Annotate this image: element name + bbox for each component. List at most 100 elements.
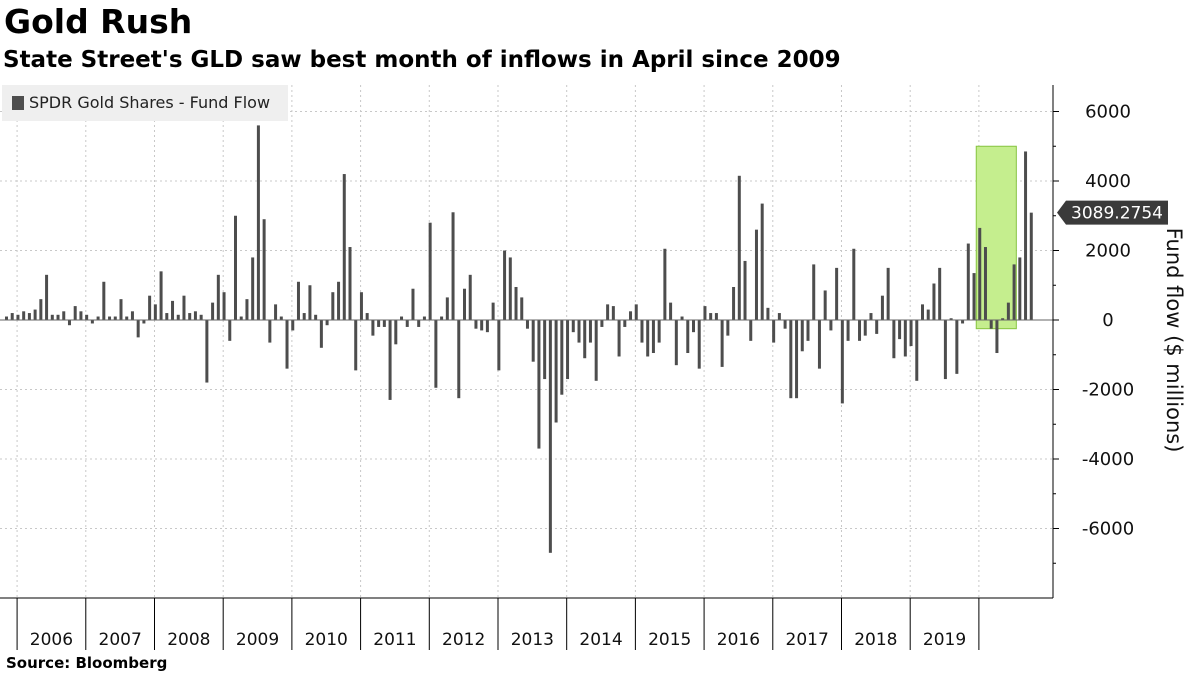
bar xyxy=(45,274,49,320)
bar xyxy=(176,314,180,320)
bar xyxy=(337,281,341,320)
y-tick-label: 6000 xyxy=(1085,102,1131,123)
bar xyxy=(903,320,907,357)
bar xyxy=(692,320,695,333)
bar xyxy=(417,320,421,327)
bar xyxy=(182,295,186,320)
bar xyxy=(451,212,455,320)
bar xyxy=(531,320,535,362)
bar xyxy=(108,316,112,320)
bar xyxy=(199,314,203,320)
bar xyxy=(274,304,278,320)
bar xyxy=(445,297,449,320)
bar xyxy=(1029,212,1033,320)
bar xyxy=(760,203,764,320)
bar xyxy=(571,320,575,333)
y-tick-label: -4000 xyxy=(1082,449,1134,470)
y-axis-title: Fund flow ($ millions) xyxy=(1162,228,1186,453)
bar xyxy=(251,257,255,320)
y-tick-label: -2000 xyxy=(1082,380,1134,401)
bar xyxy=(863,320,867,336)
bar xyxy=(211,302,215,320)
bar xyxy=(1018,257,1022,320)
bar xyxy=(348,247,352,320)
bar xyxy=(463,288,466,320)
bar xyxy=(983,247,987,320)
highlight-region xyxy=(975,145,1017,330)
bar xyxy=(27,313,31,320)
bar xyxy=(915,320,919,381)
bar xyxy=(422,316,426,320)
bar xyxy=(73,306,77,320)
callout-label: 3089.2754 xyxy=(1071,204,1163,224)
bar xyxy=(566,320,570,380)
bar xyxy=(875,320,879,334)
bar xyxy=(823,290,827,320)
bar xyxy=(480,320,484,331)
x-tick-label: 2007 xyxy=(99,630,142,650)
bar xyxy=(314,314,318,320)
bar xyxy=(806,320,810,341)
bar xyxy=(1001,318,1005,320)
x-tick-label: 2017 xyxy=(786,630,829,650)
bar xyxy=(188,313,192,320)
bar xyxy=(440,316,444,320)
bar xyxy=(858,320,862,341)
bar xyxy=(600,320,604,327)
bar xyxy=(1012,264,1016,320)
bar xyxy=(228,320,232,341)
chart-title: Gold Rush xyxy=(4,2,193,41)
x-tick-label: 2011 xyxy=(373,630,416,650)
bar xyxy=(388,320,392,400)
bar xyxy=(537,320,541,449)
bar xyxy=(39,299,43,320)
bar xyxy=(325,320,329,326)
bar xyxy=(594,320,598,381)
bar xyxy=(789,320,793,399)
value-callout: 3089.2754 xyxy=(1057,200,1168,225)
bar xyxy=(216,274,220,320)
bar xyxy=(142,320,146,324)
bar xyxy=(90,320,94,324)
x-tick-label: 2010 xyxy=(305,630,348,650)
x-tick-label: 2015 xyxy=(648,630,691,650)
bar xyxy=(646,320,650,357)
bar xyxy=(737,175,741,320)
bar xyxy=(508,257,512,320)
bar xyxy=(525,320,529,329)
bar xyxy=(880,295,884,320)
bar xyxy=(234,215,237,320)
bar xyxy=(245,299,249,320)
bar xyxy=(79,311,83,320)
bar xyxy=(943,320,947,380)
bar xyxy=(262,219,266,320)
callout-bg xyxy=(1057,200,1168,225)
highlight-box xyxy=(975,145,1017,330)
bar xyxy=(978,227,982,320)
x-tick-label: 2013 xyxy=(511,630,554,650)
bar xyxy=(766,307,770,320)
chart-subtitle: State Street's GLD saw best month of inf… xyxy=(3,47,841,73)
bar xyxy=(921,304,924,320)
bar xyxy=(331,292,335,320)
bar xyxy=(657,320,661,343)
bar xyxy=(514,286,518,320)
x-tick-label: 2019 xyxy=(923,630,966,650)
bar xyxy=(651,320,655,354)
bar xyxy=(491,302,495,320)
bar xyxy=(359,292,363,320)
bar xyxy=(302,313,306,320)
bar xyxy=(634,304,638,320)
bar xyxy=(520,297,524,320)
bar xyxy=(377,320,381,327)
bar xyxy=(800,320,804,352)
bar xyxy=(171,300,175,320)
bar xyxy=(474,320,478,329)
bar xyxy=(663,248,667,320)
bar xyxy=(629,311,633,320)
bar xyxy=(623,320,627,327)
bar xyxy=(165,313,169,320)
bar xyxy=(588,320,592,343)
bar xyxy=(686,320,690,354)
bar xyxy=(777,313,781,320)
